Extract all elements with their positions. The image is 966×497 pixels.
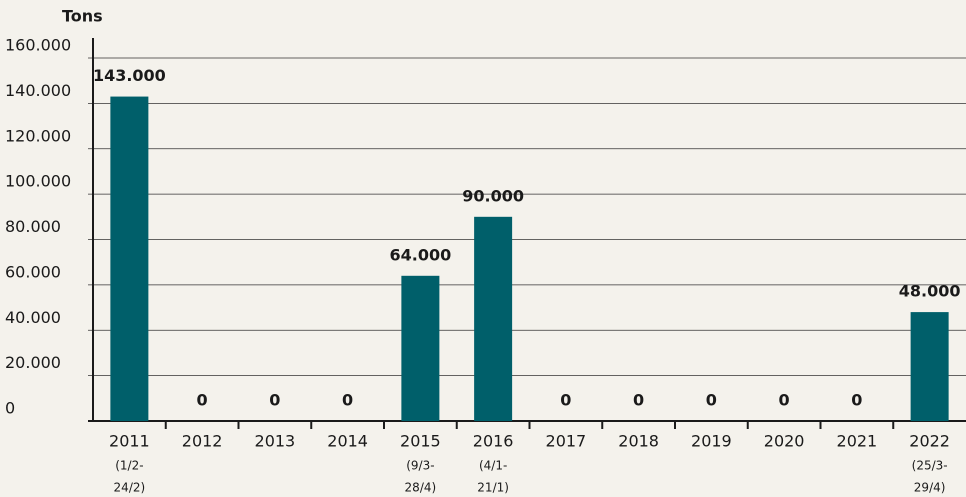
x-tick-label: 2014 (327, 432, 368, 451)
x-tick-label: 2013 (255, 432, 296, 451)
y-tick-label: 60.000 (5, 262, 61, 281)
x-tick-label: 2017 (546, 432, 587, 451)
y-tick-label: 160.000 (5, 36, 71, 55)
bar (401, 275, 440, 421)
category-note: (4/1- (479, 459, 507, 473)
x-tick-label: 2011 (109, 432, 150, 451)
category-note: 29/4) (914, 481, 946, 495)
value-label: 48.000 (899, 282, 961, 301)
y-tick-label: 120.000 (5, 126, 71, 145)
value-label: 0 (633, 391, 644, 410)
value-label: 0 (269, 391, 280, 410)
x-tick-label: 2020 (764, 432, 805, 451)
y-tick-label: 140.000 (5, 81, 71, 100)
x-tick-label: 2015 (400, 432, 441, 451)
category-note: (1/2- (115, 459, 143, 473)
x-tick-label: 2021 (837, 432, 878, 451)
category-note: 21/1) (477, 481, 509, 495)
category-note: 24/2) (114, 481, 146, 495)
value-label: 90.000 (462, 186, 524, 205)
x-tick-label: 2012 (182, 432, 223, 451)
y-tick-label: 0 (5, 399, 15, 418)
bar (910, 312, 949, 421)
category-note: (25/3- (912, 459, 948, 473)
bar (474, 216, 513, 421)
y-tick-label: 80.000 (5, 217, 61, 236)
value-label: 0 (706, 391, 717, 410)
value-label: 0 (342, 391, 353, 410)
y-tick-label: 40.000 (5, 308, 61, 327)
category-note: 28/4) (405, 481, 437, 495)
value-label: 0 (779, 391, 790, 410)
x-tick-label: 2019 (691, 432, 732, 451)
bar (110, 96, 149, 421)
y-tick-label: 100.000 (5, 172, 71, 191)
category-note: (9/3- (406, 459, 434, 473)
value-label: 0 (560, 391, 571, 410)
value-label: 0 (197, 391, 208, 410)
y-tick-label: 20.000 (5, 353, 61, 372)
value-label: 0 (851, 391, 862, 410)
x-tick-label: 2022 (909, 432, 950, 451)
value-label: 143.000 (93, 66, 166, 85)
x-tick-label: 2016 (473, 432, 514, 451)
x-tick-label: 2018 (618, 432, 659, 451)
y-axis-label: Tons (62, 7, 103, 26)
value-label: 64.000 (390, 245, 452, 264)
